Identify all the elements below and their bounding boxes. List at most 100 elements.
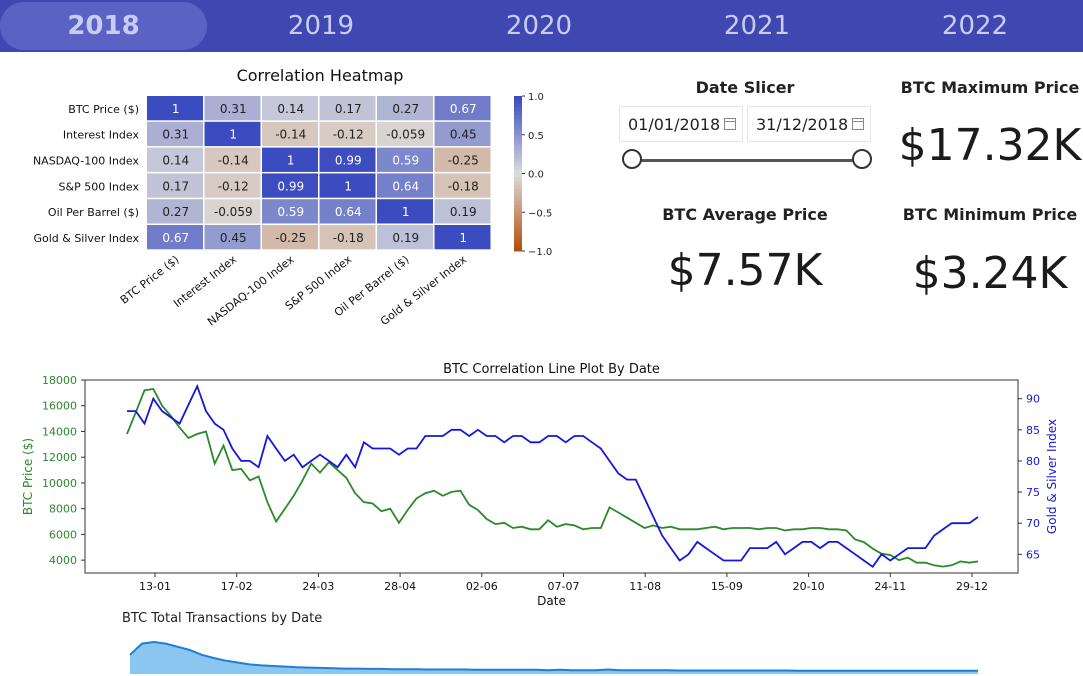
colorbar-segment [514, 192, 522, 198]
heatmap-cell-value: 0.64 [392, 179, 419, 193]
heatmap-cell-value: 0.67 [450, 102, 477, 116]
heatmap-cell [434, 199, 491, 224]
heatmap-cell-value: 0.27 [392, 102, 419, 116]
y2-tick-label: 70 [1026, 517, 1040, 530]
row-label: NASDAQ-100 Index [33, 155, 140, 168]
colorbar-segment [514, 196, 522, 202]
calendar-icon[interactable] [724, 118, 736, 130]
heatmap-cell-value: 1 [344, 179, 352, 193]
tab-2018-label: 2018 [67, 11, 140, 41]
heatmap-cell [262, 147, 318, 172]
transactions-chart-title: BTC Total Transactions by Date [122, 611, 323, 626]
colorbar-segment [514, 154, 522, 159]
colorbar-segment [514, 231, 522, 236]
colorbar-segment [514, 243, 522, 248]
colorbar-segment [514, 161, 522, 167]
x-tick-label: 24-03 [302, 580, 334, 593]
heatmap-cell [377, 199, 433, 224]
slider-end-handle[interactable] [852, 149, 872, 169]
min-price-title: BTC Minimum Price [902, 205, 1078, 224]
colorbar-segment [514, 119, 522, 124]
colorbar-segment [514, 103, 522, 109]
colorbar-segment [514, 165, 522, 171]
heatmap-cell [319, 147, 376, 172]
calendar-icon[interactable] [852, 118, 864, 130]
max-price-value: $17.32K [898, 120, 1082, 171]
start-date-field[interactable]: 01/01/2018 [619, 106, 743, 142]
x-tick-label: 29-12 [956, 580, 988, 593]
tab-2018[interactable]: 2018 [0, 0, 207, 52]
heatmap-cell [147, 173, 203, 198]
colorbar-segment [514, 158, 522, 163]
heatmap-cell-value: 0.45 [220, 231, 247, 245]
avg-price-title: BTC Average Price [662, 205, 828, 224]
heatmap-cell [262, 199, 318, 224]
heatmap-cell-value: -0.12 [333, 128, 364, 142]
colorbar-segment [514, 200, 522, 205]
row-label: Interest Index [63, 129, 140, 142]
y2-axis-label: Gold & Silver Index [1045, 419, 1059, 534]
tab-2021[interactable]: 2021 [723, 11, 791, 41]
colorbar-tick-label: −0.5 [528, 208, 552, 219]
heatmap-cell [319, 96, 376, 121]
heatmap-cell-value: -0.18 [448, 179, 479, 193]
heatmap-cell [319, 121, 376, 147]
heatmap-cell [262, 225, 318, 250]
heatmap-cell-value: 1 [402, 205, 410, 219]
heatmap-cell [434, 96, 491, 121]
heatmap-cell-value: -0.12 [218, 179, 249, 193]
heatmap-cell [204, 147, 261, 172]
heatmap-cell [147, 121, 203, 147]
tab-2022[interactable]: 2022 [941, 11, 1009, 41]
heatmap-cell [204, 96, 261, 121]
x-tick-label: 13-01 [139, 580, 171, 593]
max-price-title: BTC Maximum Price [900, 78, 1080, 97]
colorbar-segment [514, 235, 522, 240]
colorbar-segment [514, 189, 522, 194]
colorbar-tick-label: 1.0 [528, 92, 544, 103]
colorbar-segment [514, 223, 522, 229]
heatmap-cell-value: -0.14 [218, 154, 249, 168]
tab-2020[interactable]: 2020 [505, 11, 573, 41]
heatmap-cell [319, 225, 376, 250]
colorbar-segment [514, 185, 522, 190]
btc-price-line [126, 388, 979, 568]
colorbar-segment [514, 212, 522, 217]
end-date-field[interactable]: 31/12/2018 [747, 106, 871, 142]
heatmap-cell-value: 1 [229, 128, 237, 142]
colorbar-segment [514, 96, 522, 101]
colorbar-segment [514, 134, 522, 140]
correlation-heatmap: BTC Price ($)BTC Price ($)Interest Index… [33, 92, 552, 328]
min-price-value: $3.24K [912, 248, 1068, 299]
colorbar-segment [514, 150, 522, 155]
heatmap-cell-value: 0.27 [162, 205, 189, 219]
heatmap-cell [434, 225, 491, 250]
x-tick-label: 15-09 [711, 580, 743, 593]
heatmap-cell [377, 121, 433, 147]
x-tick-label: 11-08 [629, 580, 661, 593]
btc-correlation-line-chart: BTC Correlation Line Plot By Date 4000 600… [21, 362, 1059, 608]
heatmap-cell-value: -0.059 [386, 128, 425, 142]
heatmap-cell-value: 0.45 [450, 128, 477, 142]
date-range-slider-track[interactable] [632, 159, 862, 162]
tab-2019[interactable]: 2019 [287, 11, 355, 41]
colorbar-segment [514, 99, 522, 105]
heatmap-cell [204, 199, 261, 224]
y-tick-label: 4000 [49, 554, 77, 567]
slider-start-handle[interactable] [622, 149, 642, 169]
colorbar-tick-label: 0.5 [528, 131, 544, 142]
row-label: Gold & Silver Index [33, 232, 139, 245]
y2-tick-label: 65 [1026, 548, 1040, 561]
heatmap-cell-value: 0.14 [277, 102, 304, 116]
heatmap-cell-value: 0.99 [335, 154, 362, 168]
colorbar-segment [514, 169, 522, 174]
colorbar-segment [514, 216, 522, 221]
transactions-area-chart [129, 640, 978, 674]
colorbar-segment [514, 239, 522, 244]
y-tick-label: 18000 [42, 374, 77, 387]
y2-tick-label: 90 [1026, 393, 1040, 406]
heatmap-cell [147, 199, 203, 224]
colorbar-tick-label: 0.0 [528, 170, 544, 181]
x-tick-label: 02-06 [466, 580, 498, 593]
transactions-line [129, 640, 978, 672]
